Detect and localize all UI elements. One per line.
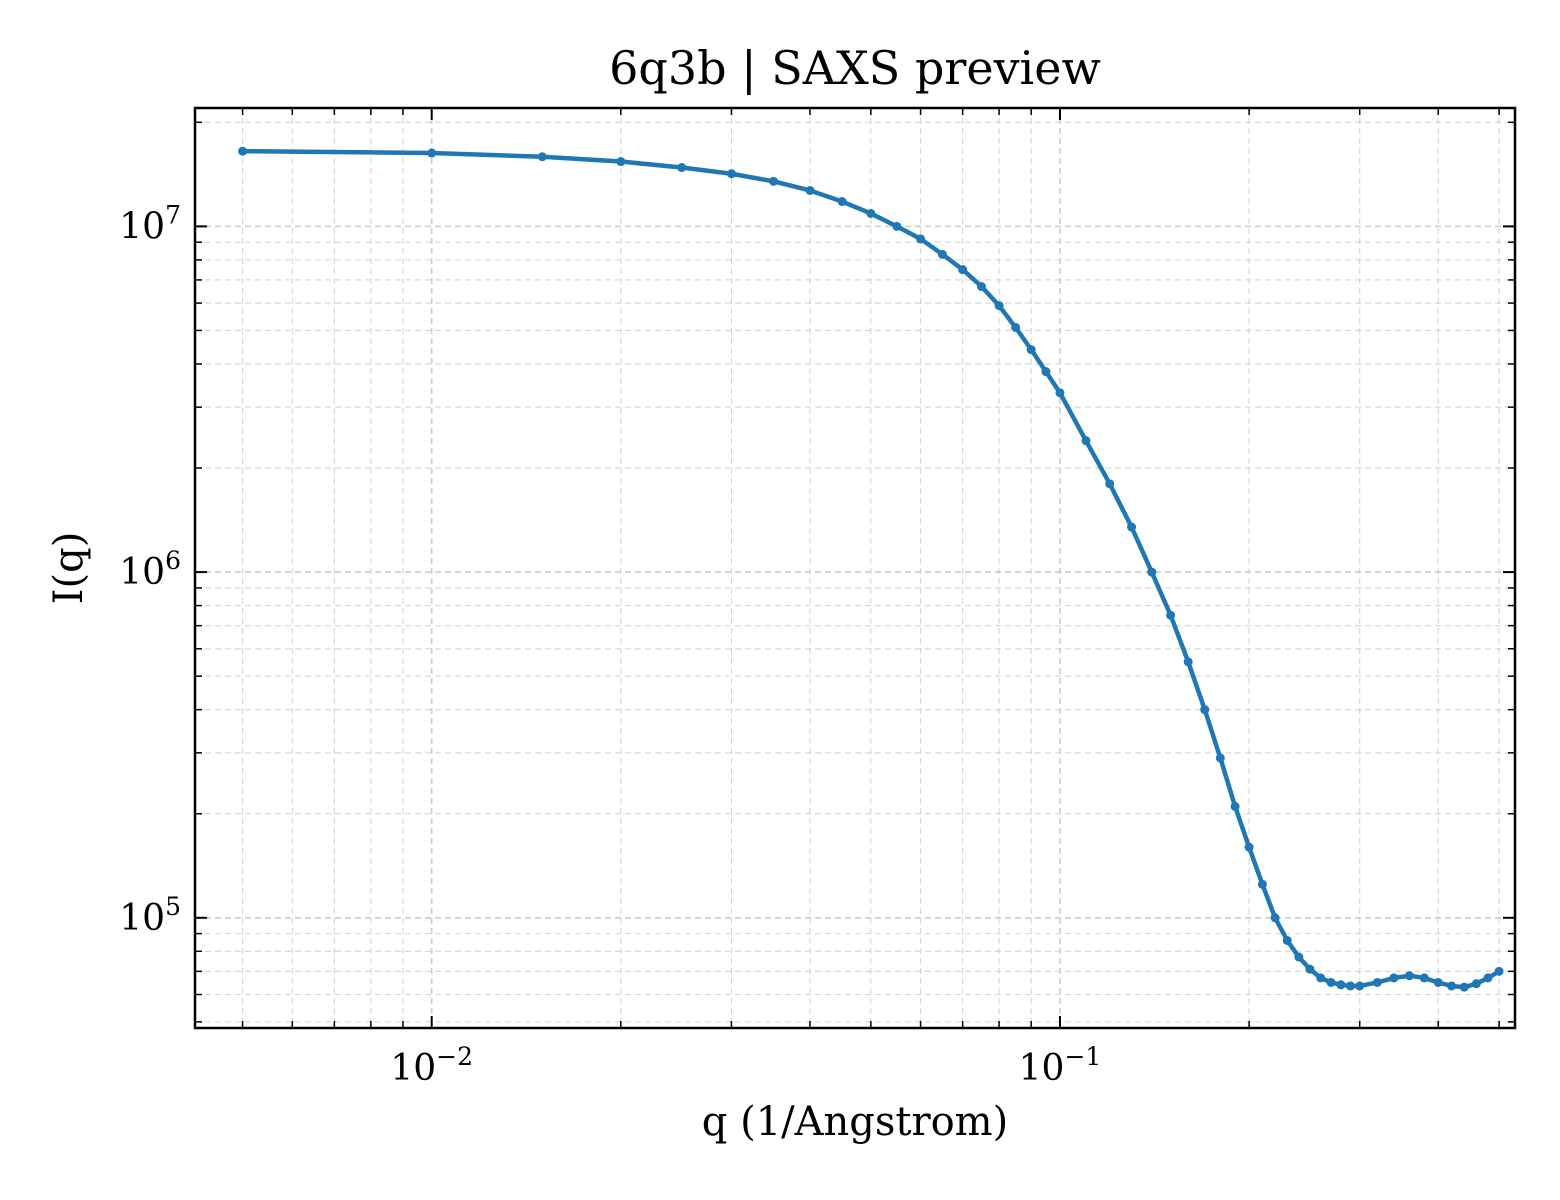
data-point bbox=[1105, 479, 1115, 489]
data-point bbox=[1316, 973, 1326, 983]
data-point bbox=[1447, 981, 1457, 991]
data-point bbox=[427, 148, 437, 158]
data-point bbox=[1433, 977, 1443, 987]
data-point bbox=[1305, 964, 1315, 974]
y-tick-label: 106 bbox=[119, 546, 181, 593]
data-point bbox=[1257, 879, 1267, 889]
data-point bbox=[1326, 977, 1336, 987]
data-point bbox=[1471, 979, 1481, 989]
chart-title: 6q3b | SAXS preview bbox=[609, 41, 1101, 95]
y-axis-label: I(q) bbox=[46, 532, 92, 605]
data-point bbox=[1147, 567, 1157, 577]
data-point bbox=[1494, 966, 1504, 976]
data-point bbox=[1041, 367, 1051, 377]
series-layer bbox=[238, 146, 1504, 992]
data-point bbox=[238, 146, 248, 156]
data-point bbox=[1026, 345, 1036, 355]
grid-layer bbox=[195, 108, 1515, 1028]
data-point bbox=[769, 176, 779, 186]
data-point bbox=[1355, 981, 1365, 991]
data-point bbox=[976, 282, 986, 292]
data-point bbox=[1336, 980, 1346, 990]
data-point bbox=[892, 221, 902, 231]
data-point bbox=[805, 185, 815, 195]
data-point bbox=[1294, 952, 1304, 962]
x-axis-label: q (1/Angstrom) bbox=[702, 1099, 1008, 1145]
data-point bbox=[616, 157, 626, 167]
data-point bbox=[1483, 973, 1493, 983]
data-point bbox=[866, 208, 876, 218]
data-point bbox=[916, 234, 926, 244]
data-point bbox=[1055, 388, 1065, 398]
data-point bbox=[1345, 981, 1355, 991]
data-point bbox=[958, 265, 968, 275]
data-point bbox=[1459, 982, 1469, 992]
data-point bbox=[1127, 522, 1137, 532]
data-point bbox=[1081, 436, 1091, 446]
data-point bbox=[1183, 657, 1193, 667]
plot-frame bbox=[193, 106, 1517, 1030]
tick-layer: 10−2 10−1 105 106 107 bbox=[119, 108, 1515, 1089]
data-point bbox=[1282, 935, 1292, 945]
data-point bbox=[837, 197, 847, 207]
x-tick-label: 10−2 bbox=[390, 1042, 473, 1089]
y-tick-label: 105 bbox=[119, 892, 181, 939]
data-point bbox=[1372, 977, 1382, 987]
data-point bbox=[1011, 322, 1021, 332]
data-point bbox=[1389, 973, 1399, 983]
data-point bbox=[677, 163, 687, 173]
data-point bbox=[726, 169, 736, 179]
data-point bbox=[1215, 753, 1225, 763]
data-point bbox=[1200, 705, 1210, 715]
data-point bbox=[1244, 842, 1254, 852]
data-point bbox=[1230, 801, 1240, 811]
data-point bbox=[1270, 913, 1280, 923]
data-point bbox=[994, 301, 1004, 311]
data-point bbox=[937, 249, 947, 259]
y-tick-label: 107 bbox=[119, 200, 181, 247]
data-point bbox=[1419, 973, 1429, 983]
data-point bbox=[537, 152, 547, 162]
x-tick-label: 10−1 bbox=[1019, 1042, 1102, 1089]
data-point bbox=[1166, 610, 1176, 620]
data-point bbox=[1404, 971, 1414, 981]
